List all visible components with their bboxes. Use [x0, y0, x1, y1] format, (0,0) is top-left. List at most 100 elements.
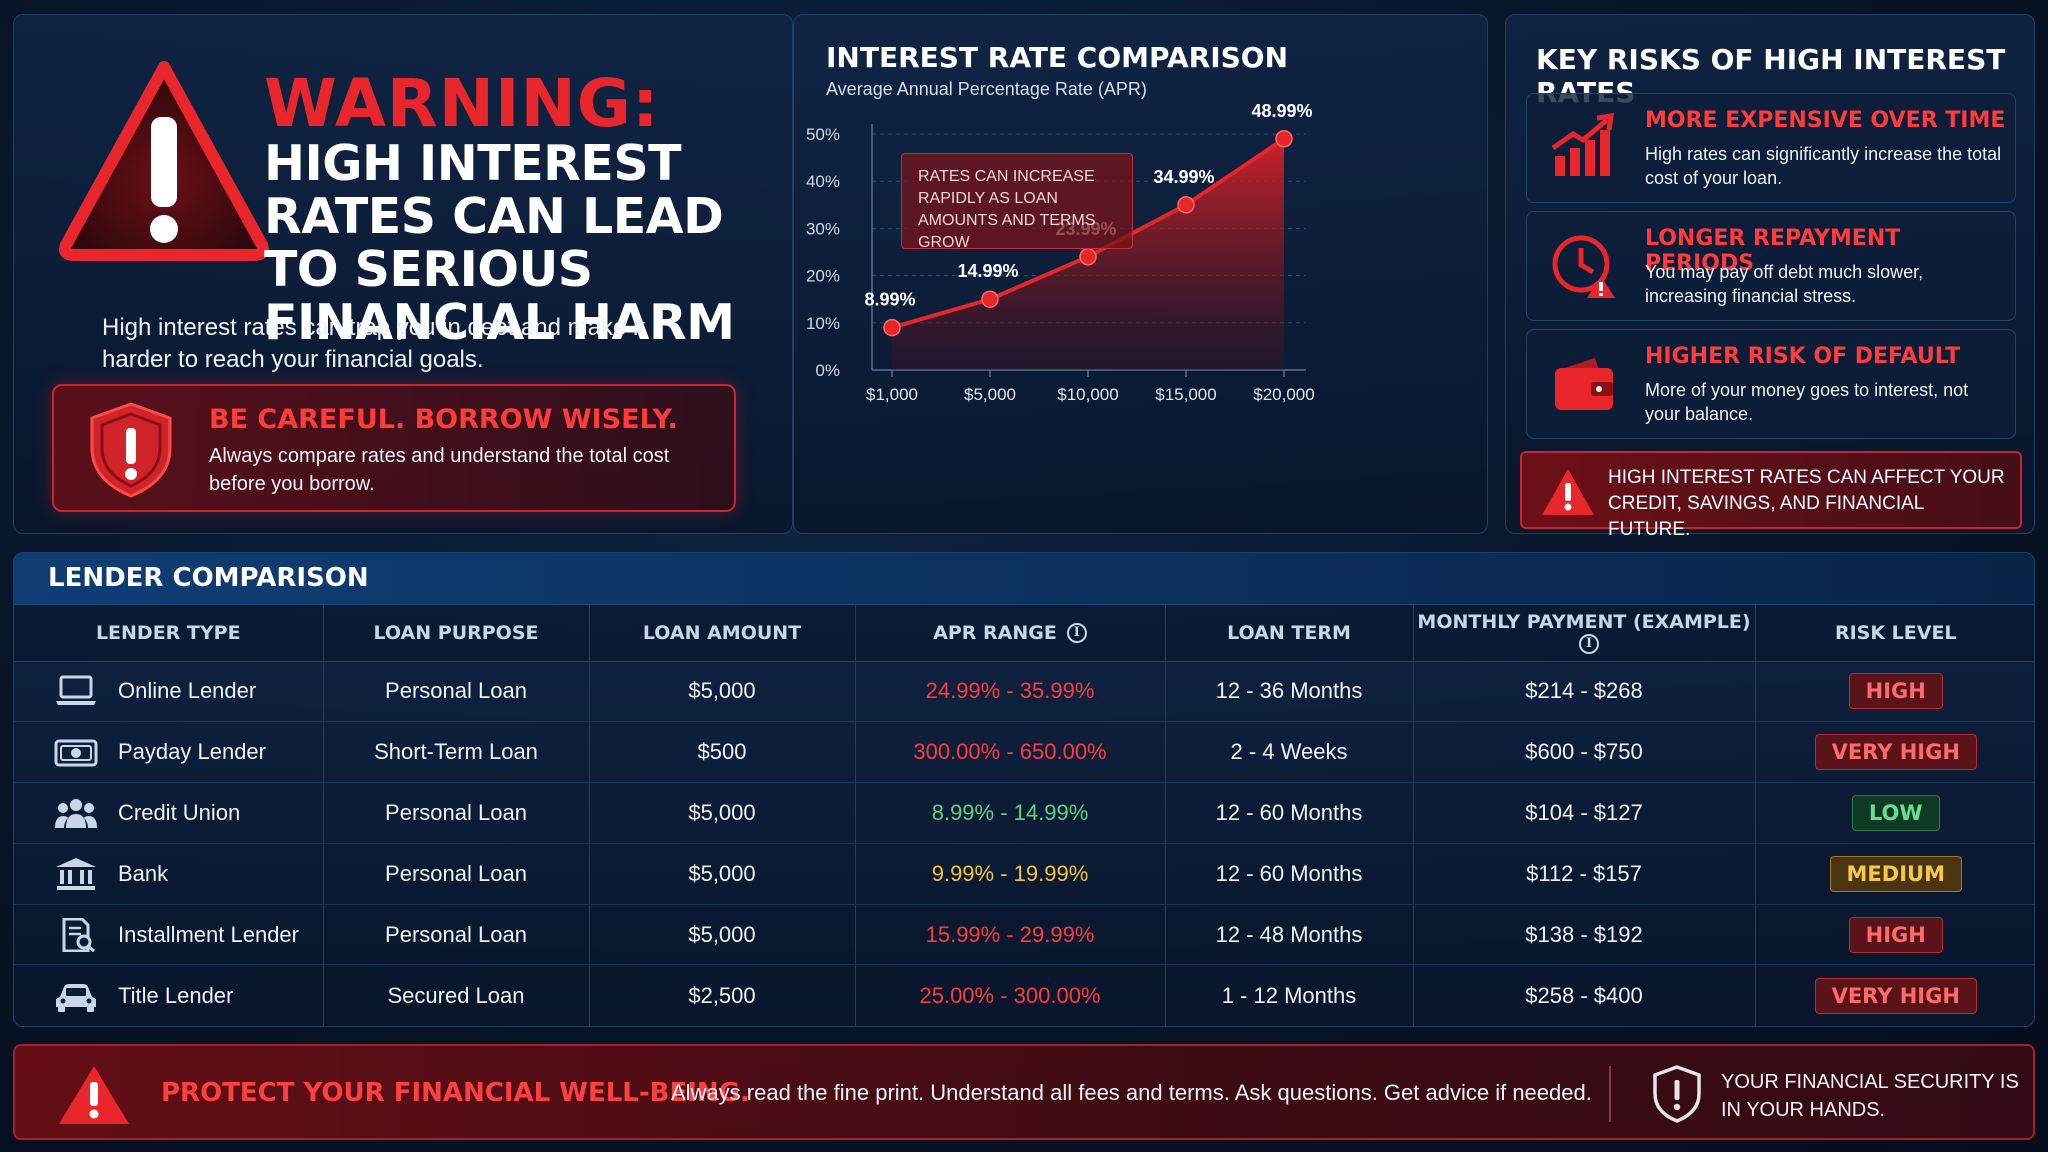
y-tick-label: 50% [806, 125, 840, 144]
data-point [1079, 248, 1097, 266]
loan-purpose-cell: Personal Loan [323, 843, 590, 905]
apr-range-cell: 8.99% - 14.99% [855, 782, 1166, 844]
info-icon[interactable]: i [1066, 623, 1087, 644]
lender-name: Payday Lender [118, 739, 266, 765]
data-label: 48.99% [1251, 101, 1312, 121]
apr-range-cell: 300.00% - 650.00% [855, 721, 1166, 784]
data-label: 8.99% [864, 290, 915, 310]
apr-range-cell: 9.99% - 19.99% [855, 843, 1166, 905]
x-tick-label: $20,000 [1253, 385, 1314, 404]
loan-term-cell: 12 - 60 Months [1165, 843, 1414, 905]
apr-chart: 0% 10% 20% 30% 40% 50% $1,000 $5,000 $10,000 $15,… [806, 101, 1315, 404]
warning-panel: WARNING: High interest rates can lead to… [13, 14, 793, 534]
loan-amount-cell: $5,000 [589, 782, 856, 844]
warning-description: High interest rates can trap you in debt… [102, 314, 645, 373]
loan-amount-cell: $5,000 [589, 661, 856, 723]
column-header-label: APR RANGE [933, 621, 1057, 644]
cash-icon [54, 735, 98, 769]
column-header-label: MONTHLY PAYMENT (EXAMPLE) [1417, 610, 1751, 633]
risk-title: MORE EXPENSIVE OVER TIME [1645, 108, 2006, 133]
loan-purpose-cell: Personal Loan [323, 661, 590, 723]
data-point [883, 318, 901, 337]
footer-security-text: YOUR FINANCIAL SECURITY IS IN YOUR HANDS… [1721, 1071, 2019, 1121]
monthly-payment-cell: $104 - $127 [1413, 782, 1756, 844]
apr-range-cell: 15.99% - 29.99% [855, 904, 1166, 966]
loan-purpose-cell: Personal Loan [323, 904, 590, 966]
y-tick-label: 40% [806, 172, 840, 191]
risk-card-expensive: MORE EXPENSIVE OVER TIME High rates can … [1526, 93, 2016, 203]
warning-triangle-icon [59, 1066, 129, 1124]
lender-cell: Credit Union [14, 782, 324, 844]
column-header: LENDER TYPE [14, 605, 324, 662]
column-header: LOAN PURPOSE [323, 605, 590, 662]
x-tick-label: $15,000 [1155, 385, 1216, 404]
risk-badge: VERY HIGH [1814, 734, 1977, 771]
risk-badge: HIGH [1848, 916, 1943, 953]
lender-name: Bank [118, 860, 169, 886]
lender-name: Credit Union [118, 799, 241, 825]
loan-purpose-cell: Personal Loan [323, 782, 590, 844]
risk-card-default: HIGHER RISK OF DEFAULT More of your mone… [1526, 329, 2016, 439]
x-tick-label: $1,000 [866, 385, 918, 404]
risk-level-cell: HIGH [1755, 904, 2034, 966]
y-tick-label: 10% [806, 314, 840, 333]
table-header-row: LENDER TYPE LOAN PURPOSE LOAN AMOUNT APR… [14, 605, 2034, 662]
area-fill [892, 138, 1284, 370]
risk-title: HIGHER RISK OF DEFAULT [1645, 344, 1961, 369]
table-row: Payday Lender Short-Term Loan $500 300.00% … [14, 721, 2034, 784]
data-point [981, 290, 999, 308]
warning-headline: High interest rates can lead to serious … [264, 135, 735, 351]
laptop-icon [54, 674, 98, 708]
y-tick-label: 0% [815, 361, 840, 380]
risk-text: More of your money goes to interest, not… [1645, 380, 1969, 424]
column-header: LOAN TERM [1165, 605, 1414, 662]
lender-name: Title Lender [118, 982, 234, 1008]
x-tick-label: $5,000 [964, 385, 1016, 404]
car-icon [54, 979, 98, 1013]
bank-icon [54, 857, 98, 891]
table-title-bar: LENDER COMPARISON [14, 553, 2034, 605]
lender-comparison-table: LENDER TYPE LOAN PURPOSE LOAN AMOUNT APR… [14, 605, 2034, 1026]
footer-text: Always read the fine print. Understand a… [671, 1080, 1592, 1105]
people-icon [54, 796, 98, 830]
loan-term-cell: 2 - 4 Weeks [1165, 721, 1414, 784]
risk-text: You may pay off debt much slower, increa… [1645, 262, 1924, 306]
monthly-payment-cell: $214 - $268 [1413, 661, 1756, 723]
table-row: Online Lender Personal Loan $5,000 24.99% -… [14, 661, 2034, 723]
monthly-payment-cell: $138 - $192 [1413, 904, 1756, 966]
table-row: Credit Union Personal Loan $5,000 8.99% - 1… [14, 782, 2034, 844]
risk-text: High rates can significantly increase th… [1645, 144, 2002, 188]
info-icon[interactable]: i [1579, 634, 1599, 655]
warning-triangle-icon [1542, 469, 1594, 515]
risk-badge: VERY HIGH [1814, 977, 1977, 1014]
risk-level-cell: MEDIUM [1755, 843, 2034, 905]
risk-alert-banner: High interest rates can affect your cred… [1520, 451, 2022, 540]
column-header-apr: APR RANGE i [855, 605, 1166, 662]
warning-title: WARNING: [264, 65, 660, 142]
shield-alert-icon [90, 402, 172, 498]
loan-purpose-cell: Short-Term Loan [323, 721, 590, 784]
loan-term-cell: 1 - 12 Months [1165, 964, 1414, 1026]
borrow-wisely-callout: BE CAREFUL. BORROW WISELY. Always compar… [52, 384, 736, 512]
lender-cell: Online Lender [14, 661, 324, 723]
chart-panel: 0% 10% 20% 30% 40% 50% $1,000 $5,000 $10,000 $15,… [793, 14, 1488, 534]
risk-badge: HIGH [1848, 673, 1943, 710]
loan-amount-cell: $2,500 [589, 964, 856, 1026]
risk-level-cell: VERY HIGH [1755, 721, 2034, 784]
data-point [1177, 196, 1195, 214]
loan-amount-cell: $500 [589, 721, 856, 784]
lender-name: Installment Lender [118, 921, 299, 947]
risk-badge: MEDIUM [1829, 855, 1962, 892]
apr-range-cell: 24.99% - 35.99% [855, 661, 1166, 723]
y-tick-label: 30% [806, 219, 840, 238]
risk-level-cell: HIGH [1755, 661, 2034, 723]
lender-name: Online Lender [118, 678, 257, 704]
shield-alert-icon [1653, 1065, 1701, 1123]
document-search-icon [54, 917, 98, 953]
table-title: LENDER COMPARISON [48, 563, 369, 593]
divider [1609, 1066, 1611, 1122]
lender-cell: Title Lender [14, 964, 324, 1026]
column-header-payment: MONTHLY PAYMENT (EXAMPLE)i [1413, 605, 1756, 662]
table-row: Bank Personal Loan $5,000 9.99% - 19.99% 12 … [14, 843, 2034, 905]
data-label: 34.99% [1153, 167, 1214, 187]
